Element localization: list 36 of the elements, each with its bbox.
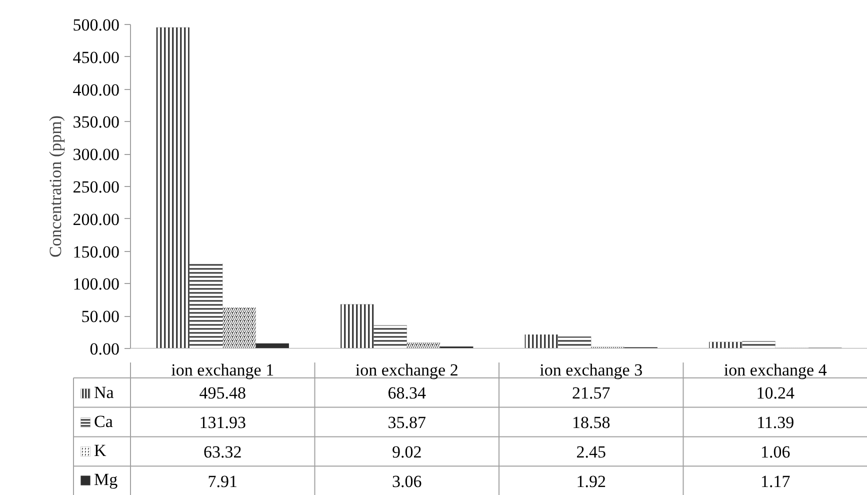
data-label: 1.17 <box>760 472 791 491</box>
y-tick-label: 0.00 <box>90 340 120 358</box>
y-tick-label: 250.00 <box>72 178 120 196</box>
data-label: 18.58 <box>572 413 610 432</box>
data-label: 9.02 <box>392 442 422 462</box>
y-tick-label: 150.00 <box>72 242 120 262</box>
data-label: 11.39 <box>756 413 794 432</box>
y-tick-label: 500.00 <box>72 16 120 34</box>
legend-label: K <box>94 441 108 462</box>
x-tick-label: ion exchange 4 <box>724 360 828 380</box>
data-label: 1.92 <box>576 472 606 491</box>
y-tick-label: 50.00 <box>81 307 120 326</box>
y-tick-label: 350.00 <box>72 112 120 132</box>
y-tick-label: 400.00 <box>72 80 120 100</box>
y-tick-label: 200.00 <box>72 210 120 229</box>
data-label: 21.57 <box>572 384 611 403</box>
y-tick-label: 100.00 <box>72 274 120 294</box>
data-label: 495.48 <box>199 384 246 403</box>
y-axis-title: Concentration (ppm) <box>46 115 65 258</box>
x-tick-label: ion exchange 1 <box>171 360 274 380</box>
y-tick-label: 450.00 <box>72 48 120 67</box>
data-label: 2.45 <box>576 442 606 462</box>
data-label: 68.34 <box>388 384 426 403</box>
x-tick-label: ion exchange 3 <box>540 360 643 380</box>
data-label: 7.91 <box>208 472 238 491</box>
legend-label: Na <box>94 383 114 404</box>
data-label: 63.32 <box>204 442 242 462</box>
x-tick-label: ion exchange 2 <box>355 360 458 380</box>
data-label: 1.06 <box>760 442 790 462</box>
legend-label: Mg <box>94 470 118 490</box>
data-label: 35.87 <box>388 413 426 432</box>
data-label: 3.06 <box>392 472 422 491</box>
y-tick-label: 300.00 <box>72 145 120 164</box>
data-label: 10.24 <box>756 384 795 403</box>
legend-label: Ca <box>94 412 114 432</box>
data-label: 131.93 <box>199 413 246 432</box>
